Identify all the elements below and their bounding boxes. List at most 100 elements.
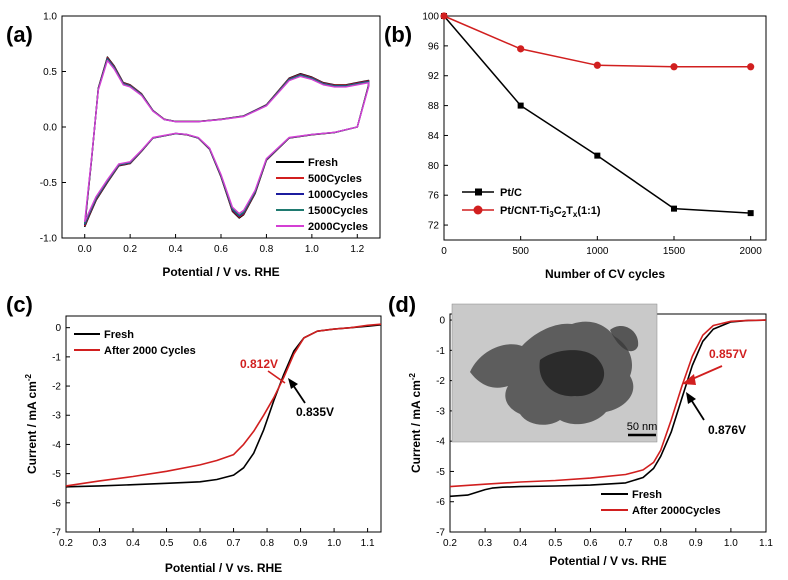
chart-d-xtick-label: 0.4 <box>513 538 527 549</box>
legend-b-label-2: Pt/CNT-Ti3C2Tx(1:1) <box>500 205 601 219</box>
chart-a-xtick-label: 0.0 <box>78 244 92 255</box>
chart-d-xtick-label: 0.7 <box>619 538 633 549</box>
ecsa-line-1 <box>443 15 751 214</box>
chart-c-orr-polarization: 0.2 0.3 0.4 0.5 0.6 0.7 0.8 0.9 1.0 1.1 0 -1 -2 -3 -4 -… <box>24 315 382 575</box>
chart-d-ytick-label: 0 <box>439 316 445 327</box>
panel-label-b: (b) <box>384 22 412 47</box>
chart-c-frame <box>65 315 382 533</box>
annotation-arrowhead-d-after <box>682 374 696 385</box>
chart-d-ytick-label: -2 <box>436 376 445 387</box>
chart-c-xtick-label: 1.1 <box>361 538 375 549</box>
annotation-half-wave-c-fresh: 0.835V <box>296 405 334 419</box>
chart-a-ytick-label: 0.5 <box>43 67 57 78</box>
annotation-arrow-c-fresh <box>292 384 306 404</box>
orr-curve-c-2 <box>65 323 382 487</box>
orr-curve-d-1 <box>449 319 767 498</box>
chart-c-xtick-label: 0.3 <box>93 538 107 549</box>
ecsa-point-circle <box>593 61 601 69</box>
chart-d-ytick-label: -1 <box>436 346 445 357</box>
annotation-arrowhead-d-fresh <box>686 392 696 404</box>
chart-b-ytick-label: 72 <box>428 221 440 232</box>
chart-c-ytick-label: -4 <box>52 440 61 451</box>
annotation-arrowhead-c-fresh <box>288 378 298 389</box>
chart-d-orr-polarization: 0.2 0.3 0.4 0.5 0.6 0.7 0.8 0.9 1.0 1.1 0 -1 -2 -3 -4 -… <box>408 303 773 568</box>
legend-d-label: After 2000Cycles <box>632 505 721 517</box>
ecsa-point-square <box>747 210 754 217</box>
annotation-arrow-c-after <box>267 370 286 384</box>
cv-curve-1 <box>84 56 370 228</box>
chart-a-ytick-label: 0.0 <box>43 123 57 134</box>
chart-a-ytick-label: -1.0 <box>40 234 58 245</box>
ecsa-point-circle <box>670 63 678 71</box>
chart-c-ytick-label: -6 <box>52 498 61 509</box>
chart-b-xtick-label: 1000 <box>586 246 609 257</box>
chart-b-ytick-label: 76 <box>428 191 440 202</box>
chart-d-xtick-label: 0.2 <box>443 538 457 549</box>
chart-b-xtick-label: 500 <box>512 246 529 257</box>
ecsa-point-circle <box>747 63 755 71</box>
panel-label-c: (c) <box>6 292 33 317</box>
chart-b-xlabel: Number of CV cycles <box>545 267 665 281</box>
chart-c-xtick-label: 0.9 <box>294 538 308 549</box>
chart-a-ytick-label: 1.0 <box>43 12 57 23</box>
chart-a-xtick-label: 0.8 <box>259 244 273 255</box>
chart-d-xtick-label: 1.1 <box>759 538 773 549</box>
annotation-half-wave-d-after: 0.857V <box>709 347 747 361</box>
legend-d-label: Fresh <box>632 489 662 501</box>
chart-c-xtick-label: 0.8 <box>260 538 274 549</box>
tem-inset-dense-region <box>539 350 605 397</box>
chart-d-ytick-label: -3 <box>436 406 445 417</box>
chart-a-xtick-label: 0.4 <box>169 244 183 255</box>
legend-a-label: 500Cycles <box>308 173 362 185</box>
chart-d-xtick-label: 0.9 <box>689 538 703 549</box>
legend-c-label: After 2000 Cycles <box>104 345 196 357</box>
ecsa-line-2 <box>443 15 751 68</box>
orr-curve-d-2 <box>449 319 767 488</box>
chart-b-ytick-label: 88 <box>428 101 440 112</box>
chart-a-xtick-label: 0.6 <box>214 244 228 255</box>
chart-a-xlabel: Potential / V vs. RHE <box>162 265 279 279</box>
chart-c-ytick-label: -7 <box>52 528 61 539</box>
tem-inset-fragment <box>610 325 639 352</box>
chart-c-ytick-label: 0 <box>55 323 61 334</box>
chart-b-ytick-label: 96 <box>428 41 440 52</box>
legend-b-marker-1 <box>475 188 482 196</box>
chart-c-xlabel: Potential / V vs. RHE <box>165 561 282 575</box>
chart-d-xlabel: Potential / V vs. RHE <box>549 554 666 568</box>
legend-b-label-1: Pt/C <box>500 187 522 199</box>
legend-b-marker-2 <box>473 205 483 215</box>
chart-c-ylabel: Current / mA cm-2 <box>24 373 39 474</box>
chart-d-ytick-label: -7 <box>436 528 445 539</box>
chart-c-xtick-label: 1.0 <box>327 538 341 549</box>
ecsa-point-square <box>594 152 601 159</box>
legend-a-label: Fresh <box>308 157 338 169</box>
chart-d-ytick-label: -6 <box>436 497 445 508</box>
chart-c-ytick-label: -1 <box>52 352 61 363</box>
ecsa-point-square <box>517 102 524 109</box>
chart-c-xtick-label: 0.7 <box>227 538 241 549</box>
ecsa-point-square <box>671 205 677 212</box>
annotation-arrow-d-fresh <box>689 397 705 421</box>
chart-c-ytick-label: -5 <box>52 469 61 480</box>
chart-b-xtick-label: 0 <box>441 246 447 257</box>
tem-inset-scale-label: 50 nm <box>627 421 658 433</box>
chart-a-xtick-label: 1.2 <box>350 244 364 255</box>
chart-c-xtick-label: 0.5 <box>160 538 174 549</box>
legend-a-label: 2000Cycles <box>308 221 368 233</box>
chart-d-ytick-label: -5 <box>436 467 445 478</box>
chart-d-ylabel: Current / mA cm-2 <box>408 372 423 473</box>
cv-curve-5 <box>84 59 370 223</box>
chart-b-ecsa-retention: 0 500 1000 1500 2000 72 76 80 84 88 92 96 100 Number … <box>422 12 767 281</box>
chart-c-ytick-label: -2 <box>52 382 61 393</box>
chart-c-ytick-label: -3 <box>52 411 61 422</box>
chart-d-xtick-label: 1.0 <box>724 538 738 549</box>
chart-d-xtick-label: 0.3 <box>478 538 492 549</box>
chart-b-xtick-label: 1500 <box>663 246 686 257</box>
chart-d-xtick-label: 0.6 <box>583 538 597 549</box>
chart-a-xtick-label: 0.2 <box>123 244 137 255</box>
chart-b-ytick-label: 100 <box>422 12 439 23</box>
tem-inset-image: 50 nm <box>451 303 658 443</box>
legend-a-label: 1000Cycles <box>308 189 368 201</box>
chart-b-ytick-label: 80 <box>428 161 440 172</box>
chart-b-ytick-label: 84 <box>428 131 440 142</box>
